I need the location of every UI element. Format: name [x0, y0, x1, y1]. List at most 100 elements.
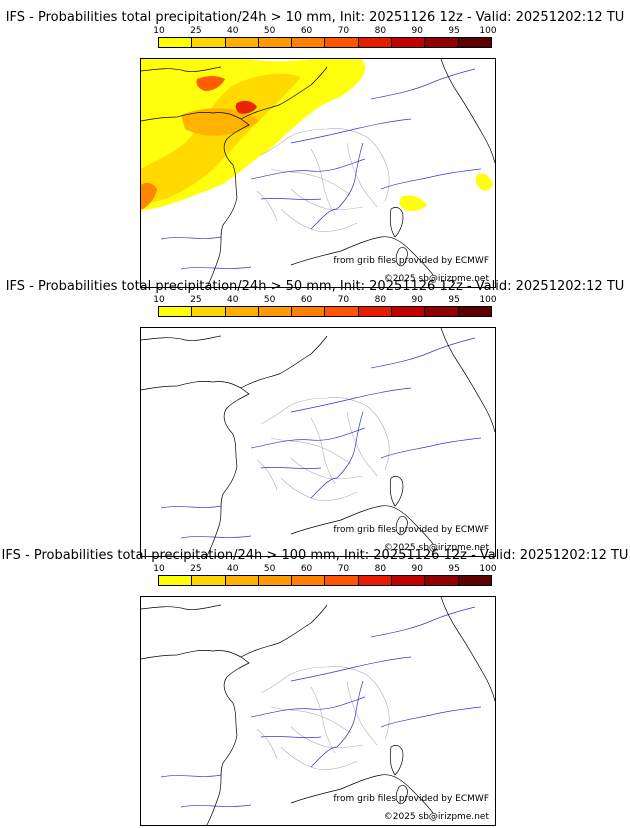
coastline	[395, 247, 408, 267]
scale-label: 10	[153, 295, 165, 305]
scale-label: 95	[448, 295, 460, 305]
river	[370, 337, 476, 369]
coastlines	[141, 597, 495, 825]
coastline	[389, 207, 404, 238]
scale-labels: 10 25 40 50 60 70 80 90 95 100	[153, 26, 496, 36]
admin-border	[260, 666, 390, 740]
scale-label: 40	[227, 564, 239, 574]
panel-title: IFS - Probabilities total precipitation/…	[5, 279, 625, 294]
precip-area	[399, 195, 427, 212]
scale-bar	[158, 37, 492, 48]
admin-border	[346, 680, 378, 746]
river	[380, 437, 482, 459]
scale-swatch	[358, 307, 393, 316]
scale-label: 95	[448, 26, 460, 36]
scale-swatch	[258, 576, 293, 585]
coastline	[440, 328, 495, 433]
coastline	[389, 476, 404, 507]
probability-color-scale: 10 25 40 50 60 70 80 90 95 100	[153, 295, 497, 323]
admin-borders	[256, 666, 390, 770]
scale-label: 60	[300, 295, 313, 305]
river	[180, 804, 252, 808]
scale-label: 50	[263, 26, 276, 36]
scale-label: 95	[448, 564, 460, 574]
scale-label: 25	[190, 26, 202, 36]
scale-label: 90	[411, 564, 423, 574]
scale-label: 70	[337, 26, 350, 36]
river	[250, 158, 366, 180]
scale-bar	[158, 306, 492, 317]
scale-swatch	[292, 307, 326, 316]
scale-swatch	[159, 307, 193, 316]
coastline	[290, 236, 434, 276]
coastline	[141, 604, 222, 610]
scale-swatch	[392, 576, 426, 585]
precip-area	[141, 182, 157, 209]
admin-border	[290, 188, 364, 211]
scale-label: 100	[479, 564, 497, 574]
scale-label: 90	[411, 295, 423, 305]
coastlines	[141, 59, 495, 287]
admin-border	[310, 686, 336, 754]
scale-label: 100	[479, 295, 497, 305]
scale-swatch	[358, 38, 393, 47]
scale-label: 100	[479, 26, 497, 36]
scale-labels: 10 25 40 50 60 70 80 90 95 100	[153, 295, 496, 305]
admin-border	[270, 437, 352, 465]
admin-border	[256, 190, 278, 222]
coastline	[440, 597, 495, 702]
coastline	[240, 66, 328, 120]
map-panel-10mm: IFS - Probabilities total precipitation/…	[0, 10, 630, 288]
admin-border	[310, 148, 336, 216]
source-credit: from grib files provided by ECMWF	[333, 256, 489, 266]
river	[290, 118, 412, 144]
probability-color-scale: 10 25 40 50 60 70 80 90 95 100	[153, 564, 497, 592]
scale-swatch	[425, 38, 459, 47]
admin-border	[260, 128, 390, 202]
river	[336, 680, 364, 748]
coastline	[440, 59, 495, 164]
precip-map: from grib files provided by ECMWF ©2025 …	[140, 327, 496, 557]
scale-label: 40	[227, 295, 239, 305]
river	[250, 696, 366, 718]
scale-swatch	[425, 307, 459, 316]
admin-border	[280, 477, 358, 501]
admin-border	[280, 746, 358, 770]
panel-title: IFS - Probabilities total precipitation/…	[5, 10, 625, 25]
river	[260, 198, 322, 200]
scale-swatch	[458, 38, 491, 47]
scale-label: 60	[300, 26, 313, 36]
coastline	[389, 745, 404, 776]
scale-swatch	[458, 576, 491, 585]
coastlines	[141, 328, 495, 556]
coastline	[141, 381, 250, 556]
scale-swatch	[225, 576, 259, 585]
precip-area	[475, 173, 493, 191]
scale-swatch	[325, 307, 359, 316]
river	[370, 68, 476, 100]
river	[180, 535, 252, 539]
source-credit: from grib files provided by ECMWF	[333, 794, 489, 804]
scale-swatch	[192, 38, 226, 47]
scale-swatch	[292, 576, 326, 585]
map-svg	[141, 597, 495, 825]
scale-swatch	[325, 38, 359, 47]
copyright-credit: ©2025 sb@irizpme.net	[383, 812, 489, 822]
river	[290, 656, 412, 682]
scale-swatch	[425, 576, 459, 585]
river	[250, 427, 366, 449]
river	[370, 606, 476, 638]
scale-swatch	[358, 576, 393, 585]
river	[160, 236, 222, 240]
river	[336, 411, 364, 479]
coastline	[240, 604, 328, 658]
river	[310, 477, 338, 499]
map-svg	[141, 59, 495, 287]
scale-label: 40	[227, 26, 239, 36]
coastline	[141, 66, 222, 72]
precip-area	[196, 76, 225, 91]
admin-border	[270, 168, 352, 196]
scale-label: 60	[300, 564, 313, 574]
admin-border	[346, 411, 378, 477]
scale-swatch	[159, 38, 193, 47]
